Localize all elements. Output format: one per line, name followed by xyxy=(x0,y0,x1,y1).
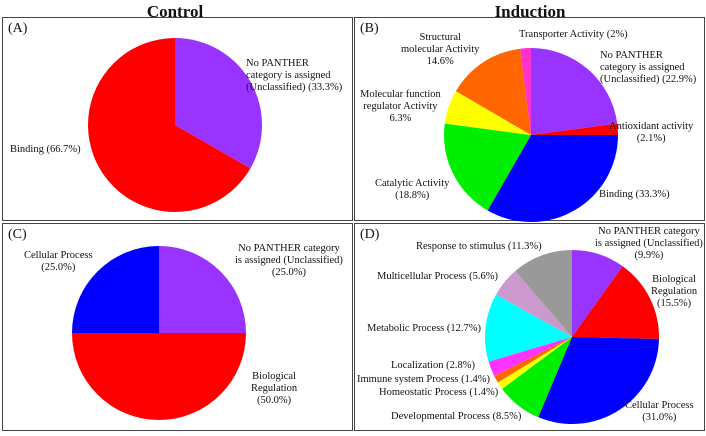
slice-label: Immune system Process (1.4%) xyxy=(357,374,490,385)
pie-slice-localization xyxy=(488,337,572,376)
slice-label: Response to stimulus (11.3%) xyxy=(416,241,542,252)
pie-slice-biological-regulation xyxy=(72,333,246,420)
slice-label: No PANTHER category is assigned (Unclass… xyxy=(246,58,343,93)
pie-slice-binding xyxy=(487,135,618,223)
slice-label: Homeostatic Process (1.4%) xyxy=(379,387,499,398)
slice-label: Cellular Process (25.0%) xyxy=(24,250,93,273)
panel-label: (C) xyxy=(8,227,27,242)
slice-label: Cellular Process (31.0%) xyxy=(625,400,694,423)
pie-slice-biological-regulation xyxy=(572,266,660,340)
pie-slice-transporter-activity xyxy=(520,48,531,135)
pie-chart-c xyxy=(72,246,246,420)
slice-label: Multicellular Process (5.6%) xyxy=(377,271,499,282)
pie-slice-developmental-process xyxy=(502,337,572,418)
pie-slice-no-panther-category-is-assigned-unclassified xyxy=(572,250,623,337)
slice-label: Biological Regulation (15.5%) xyxy=(651,274,698,309)
pie-slice-metabolic-process xyxy=(484,294,572,362)
pie-chart-d xyxy=(484,250,660,425)
slice-label: Transporter Activity (2%) xyxy=(519,29,628,40)
pie-slice-response-to-stimulus xyxy=(515,250,572,337)
panel-d: (D) No PANTHER category is assigned (Unc… xyxy=(354,223,705,431)
slice-label: Localization (2.8%) xyxy=(391,360,475,371)
control-column-title: Control xyxy=(146,2,204,21)
pie-slice-binding xyxy=(88,38,251,212)
pie-slice-cellular-process xyxy=(538,337,659,425)
slice-label: Metabolic Process (12.7%) xyxy=(367,323,482,334)
panel-label: (D) xyxy=(360,227,380,242)
panel-c: (C) No PANTHER category is assigned (Unc… xyxy=(2,223,353,431)
panel-label: (A) xyxy=(8,21,28,36)
slice-label: Biological Regulation (50.0%) xyxy=(251,371,298,406)
pie-chart-a xyxy=(88,38,263,212)
pie-slice-antioxidant-activity xyxy=(531,123,618,135)
pie-slice-molecular-function-regulator-activity xyxy=(444,91,531,135)
pie-slice-structural-molecular-activity xyxy=(455,48,531,135)
panel-b: (B) No PANTHER category is assigned (Unc… xyxy=(354,17,705,223)
pie-slice-no-panther-category-is-assigned-unclassified xyxy=(159,246,246,333)
pie-chart-b xyxy=(444,48,618,223)
pie-slice-no-panther-category-is-assigned-unclassified xyxy=(175,38,263,169)
pie-slice-immune-system-process xyxy=(494,337,572,383)
slice-label: No PANTHER category is assigned (Unclass… xyxy=(600,50,697,85)
slice-label: No PANTHER category is assigned (Unclass… xyxy=(235,243,343,278)
slice-label: Molecular function regulator Activity 6.… xyxy=(360,89,441,124)
pie-slice-multicellular-process xyxy=(496,270,572,337)
slice-label: Antioxidant activity (2.1%) xyxy=(609,121,694,144)
slice-label: Structural molecular Activity 14.6% xyxy=(401,32,480,67)
pie-slice-catalytic-activity xyxy=(444,123,531,211)
pie-slice-no-panther-category-is-assigned-unclassified xyxy=(531,48,618,135)
slice-label: No PANTHER category is assigned (Unclass… xyxy=(595,226,703,261)
pie-slice-homeostatic-process xyxy=(497,337,572,389)
induction-column-title: Induction xyxy=(494,2,566,21)
pie-slice-cellular-process xyxy=(72,246,159,333)
slice-label: Developmental Process (8.5%) xyxy=(391,411,522,422)
panel-label: (B) xyxy=(360,21,379,36)
slice-label: Binding (66.7%) xyxy=(10,144,81,155)
slice-label: Catalytic Activity (18.8%) xyxy=(375,178,450,201)
panel-a: (A) No PANTHER category is assigned (Unc… xyxy=(2,17,353,221)
slice-label: Binding (33.3%) xyxy=(599,189,670,200)
